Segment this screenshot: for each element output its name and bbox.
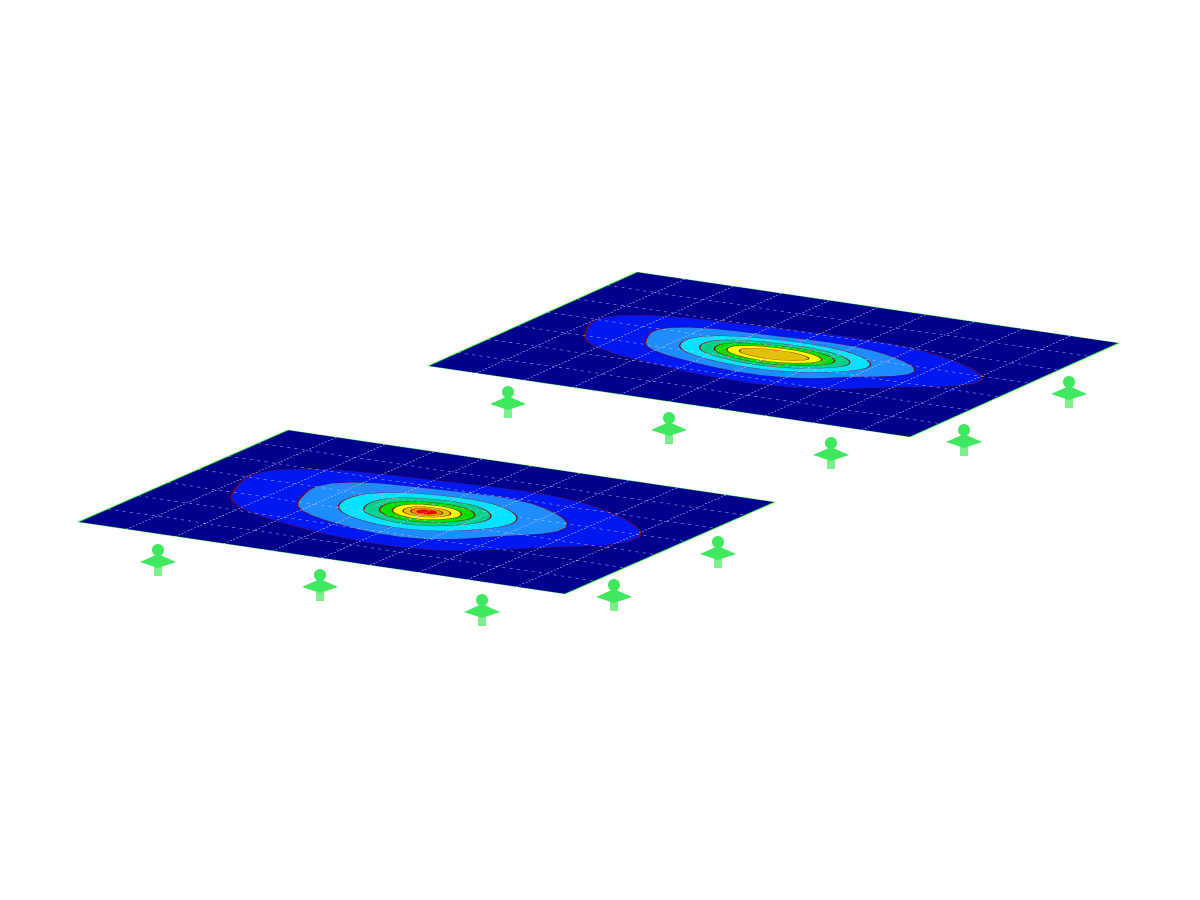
mesh-grid-line bbox=[457, 352, 941, 424]
mesh-grid-line bbox=[716, 314, 927, 409]
plate-edge[interactable] bbox=[76, 429, 777, 595]
mesh-grid-line bbox=[515, 494, 728, 587]
mesh-grid-line bbox=[487, 338, 971, 411]
mesh-grid-line bbox=[167, 482, 656, 555]
mesh-grid-line bbox=[257, 442, 746, 516]
mesh-grid-line bbox=[466, 487, 679, 580]
nodal-support-icon[interactable] bbox=[700, 536, 736, 568]
mesh-grid-line bbox=[197, 469, 686, 542]
mesh-grid-line bbox=[517, 325, 1000, 397]
mesh-grid-line bbox=[764, 321, 976, 416]
nodal-support-icon[interactable] bbox=[490, 386, 526, 418]
mesh-grid-line bbox=[576, 298, 1060, 371]
mesh-grid-line bbox=[174, 444, 387, 537]
mesh-grid-line bbox=[320, 465, 533, 559]
mesh-grid-line bbox=[272, 458, 484, 551]
surface-plate-2[interactable] bbox=[76, 429, 777, 626]
mesh-grid-line bbox=[606, 285, 1090, 357]
nodal-support-icon[interactable] bbox=[464, 594, 500, 626]
mesh-grid-line bbox=[547, 312, 1030, 384]
mesh-grid-line bbox=[223, 451, 435, 544]
mesh-grid-line bbox=[812, 328, 1024, 423]
mesh-grid-line bbox=[620, 300, 831, 395]
nodal-support-icon[interactable] bbox=[596, 579, 632, 611]
mesh-grid-line bbox=[137, 495, 626, 568]
nodal-support-icon[interactable] bbox=[140, 544, 176, 576]
mesh-grid-line bbox=[107, 508, 596, 582]
mesh-grid-line bbox=[475, 278, 686, 374]
nodal-support-icon[interactable] bbox=[1051, 376, 1087, 408]
nodal-support-icon[interactable] bbox=[813, 437, 849, 469]
mesh-grid-line bbox=[369, 473, 581, 566]
plate-edge[interactable] bbox=[426, 271, 1121, 438]
nodal-support-icon[interactable] bbox=[302, 569, 338, 601]
mesh-grid-line bbox=[418, 480, 630, 573]
surface-plate-1[interactable] bbox=[426, 271, 1121, 469]
contour-band bbox=[738, 347, 810, 361]
nodal-support-icon[interactable] bbox=[946, 424, 982, 456]
mesh-grid-line bbox=[523, 286, 735, 381]
mesh-grid-line bbox=[125, 437, 338, 530]
nodal-support-icon[interactable] bbox=[651, 412, 687, 444]
mesh-grid-line bbox=[571, 293, 783, 388]
mesh-grid-line bbox=[861, 335, 1072, 431]
mesh-grid-line bbox=[668, 307, 879, 402]
mesh-grid-line bbox=[227, 456, 716, 529]
